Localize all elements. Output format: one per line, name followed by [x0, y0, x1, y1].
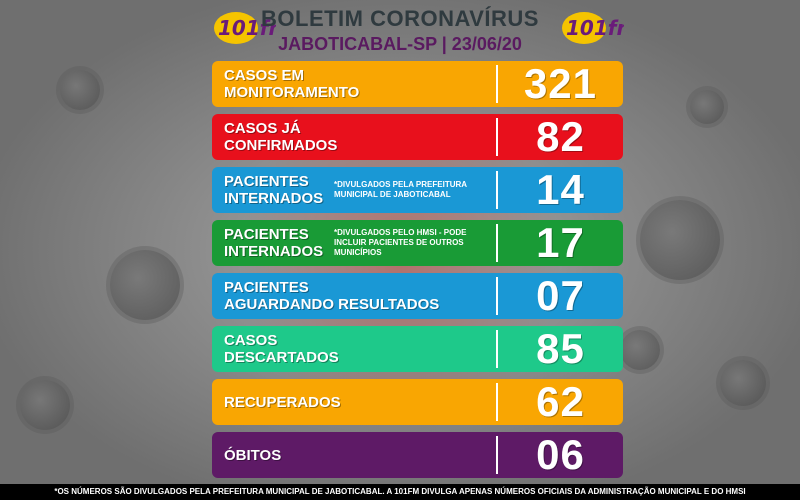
stat-row-recuperados: RECUPERADOS 62 [212, 379, 623, 425]
divider [496, 65, 498, 103]
virus-decoration [720, 360, 766, 406]
stat-row-obitos: ÓBITOS 06 [212, 432, 623, 478]
virus-decoration [620, 330, 660, 370]
stat-value: 62 [536, 379, 585, 425]
stats-list: CASOS EM MONITORAMENTO 321 CASOS JÁ CONFIR… [212, 61, 623, 485]
divider [496, 277, 498, 315]
stat-note: *DIVULGADOS PELA PREFEITURA MUNICIPAL DE… [334, 180, 467, 199]
stat-value: 321 [523, 61, 598, 107]
page-title: BOLETIM CORONAVÍRUS [261, 6, 539, 31]
stat-label: PACIENTES AGUARDANDO RESULTADOS [224, 279, 440, 313]
stat-label: PACIENTES INTERNADOS [224, 226, 324, 260]
stat-value: 17 [536, 220, 585, 266]
virus-decoration [690, 90, 724, 124]
stat-row-descartados: CASOS DESCARTADOS 85 [212, 326, 623, 372]
divider [496, 436, 498, 474]
virus-decoration [20, 380, 70, 430]
virus-decoration [110, 250, 180, 320]
page-subtitle: JABOTICABAL-SP | 23/06/20 [278, 34, 522, 54]
stat-label: PACIENTES INTERNADOS [224, 173, 324, 207]
stat-value: 14 [536, 167, 585, 213]
virus-decoration [60, 70, 100, 110]
stat-label: CASOS DESCARTADOS [224, 332, 339, 366]
stat-value: 85 [536, 326, 585, 372]
stat-row-aguardando: PACIENTES AGUARDANDO RESULTADOS 07 [212, 273, 623, 319]
footer-disclaimer: *OS NÚMEROS SÃO DIVULGADOS PELA PREFEITU… [0, 484, 800, 500]
radio-logo-right: 101fm [562, 12, 624, 44]
stat-row-monitoramento: CASOS EM MONITORAMENTO 321 [212, 61, 623, 107]
divider [496, 224, 498, 262]
stat-row-internados-hmsi: PACIENTES INTERNADOS *DIVULGADOS PELO HMS… [212, 220, 623, 266]
logo-text: 101fm [566, 16, 624, 40]
stat-row-confirmados: CASOS JÁ CONFIRMADOS 82 [212, 114, 623, 160]
radio-logo-left: 101fm [214, 12, 276, 44]
divider [496, 171, 498, 209]
logo-text: 101fm [218, 16, 276, 40]
stat-value: 06 [536, 432, 585, 478]
stat-row-internados-prefeitura: PACIENTES INTERNADOS *DIVULGADOS PELA PRE… [212, 167, 623, 213]
stat-label: RECUPERADOS [224, 393, 341, 411]
divider [496, 330, 498, 368]
stat-value: 82 [536, 114, 585, 160]
virus-decoration [640, 200, 720, 280]
stat-label: ÓBITOS [224, 446, 282, 464]
stat-label: CASOS JÁ CONFIRMADOS [224, 120, 338, 154]
header: BOLETIM CORONAVÍRUS JABOTICABAL-SP | 23/… [0, 6, 800, 60]
divider [496, 118, 498, 156]
stat-note: *DIVULGADOS PELO HMSI - PODE INCLUIR PAC… [334, 228, 467, 257]
divider [496, 383, 498, 421]
stat-value: 07 [536, 273, 585, 319]
stat-label: CASOS EM MONITORAMENTO [224, 67, 360, 101]
